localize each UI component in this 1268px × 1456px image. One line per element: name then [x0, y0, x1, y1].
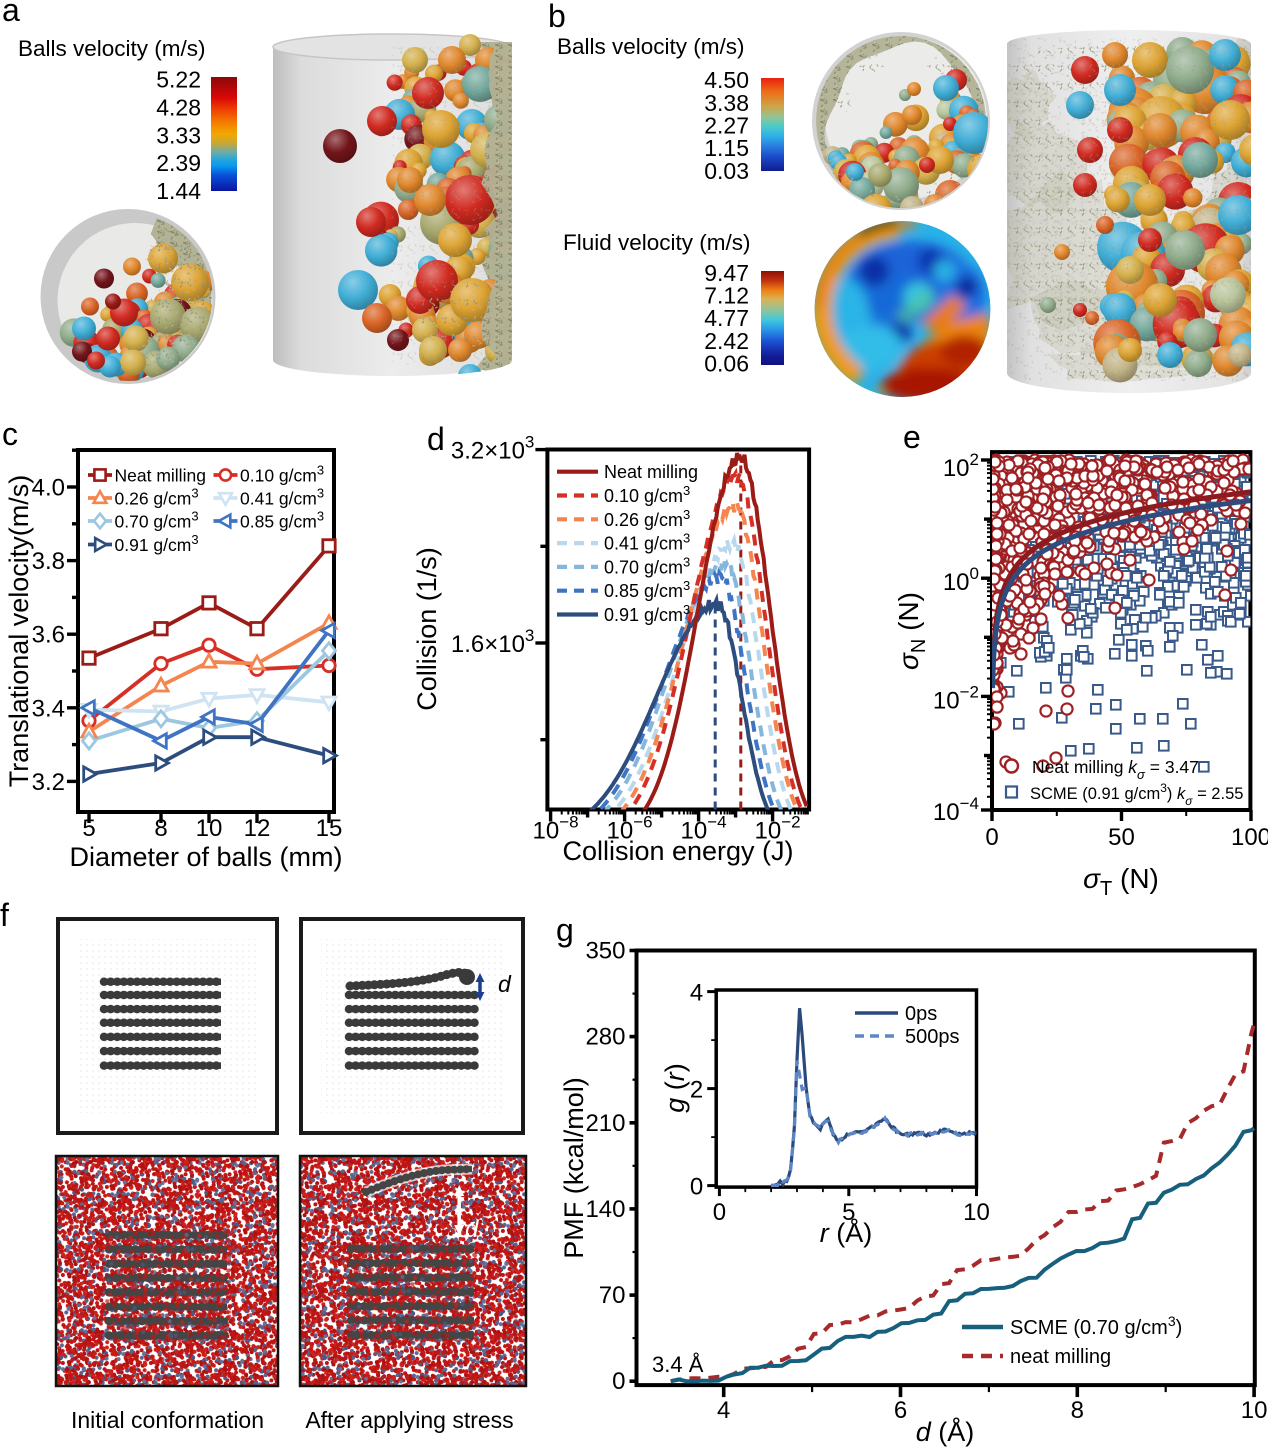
svg-text:d: d — [427, 421, 445, 457]
svg-text:70: 70 — [599, 1282, 626, 1309]
svg-text:5.22: 5.22 — [156, 67, 201, 93]
svg-text:0.26 g/cm3: 0.26 g/cm3 — [115, 486, 199, 509]
svg-text:d: d — [498, 971, 512, 997]
svg-text:d: d — [465, 1216, 479, 1243]
svg-text:0.91 g/cm3: 0.91 g/cm3 — [604, 602, 690, 625]
svg-text:Translational velocity(m/s): Translational velocity(m/s) — [4, 475, 34, 788]
svg-text:2.39: 2.39 — [156, 150, 201, 176]
svg-text:4: 4 — [717, 1397, 730, 1424]
svg-text:0.26 g/cm3: 0.26 g/cm3 — [604, 507, 690, 530]
svg-text:f: f — [0, 897, 9, 933]
svg-text:0.91 g/cm3: 0.91 g/cm3 — [115, 532, 199, 555]
svg-text:9.47: 9.47 — [704, 260, 749, 286]
svg-text:g: g — [556, 912, 574, 948]
svg-text:Neat milling: Neat milling — [604, 462, 698, 482]
svg-text:Fluid velocity (m/s): Fluid velocity (m/s) — [563, 230, 751, 255]
svg-text:10: 10 — [963, 1199, 990, 1226]
svg-text:d (Å): d (Å) — [916, 1416, 975, 1447]
svg-text:3.38: 3.38 — [704, 90, 749, 116]
svg-text:σN (N): σN (N) — [893, 592, 930, 670]
svg-text:0.41 g/cm3: 0.41 g/cm3 — [604, 531, 690, 554]
svg-text:4.28: 4.28 — [156, 94, 201, 120]
svg-text:10−2: 10−2 — [933, 682, 979, 714]
svg-text:3.4 Å: 3.4 Å — [652, 1352, 704, 1377]
svg-text:2: 2 — [690, 1077, 703, 1104]
svg-text:0ps: 0ps — [905, 1003, 937, 1025]
svg-text:4.50: 4.50 — [704, 67, 749, 93]
svg-text:4: 4 — [690, 980, 703, 1007]
svg-text:1.6×103: 1.6×103 — [451, 626, 535, 658]
svg-text:0.03: 0.03 — [704, 158, 749, 184]
svg-text:0.85 g/cm3: 0.85 g/cm3 — [240, 509, 324, 532]
svg-text:g (r): g (r) — [660, 1063, 690, 1113]
svg-text:Neat milling: Neat milling — [115, 466, 206, 486]
svg-text:7.12: 7.12 — [704, 283, 749, 309]
svg-text:0.70 g/cm3: 0.70 g/cm3 — [115, 509, 199, 532]
svg-text:3.4: 3.4 — [32, 695, 65, 722]
svg-text:0.10 g/cm3: 0.10 g/cm3 — [604, 483, 690, 506]
svg-text:c: c — [2, 416, 18, 452]
svg-text:0.85 g/cm3: 0.85 g/cm3 — [604, 578, 690, 601]
svg-text:0.10 g/cm3: 0.10 g/cm3 — [240, 463, 324, 486]
svg-text:0.41 g/cm3: 0.41 g/cm3 — [240, 486, 324, 509]
svg-text:8: 8 — [1071, 1397, 1084, 1424]
svg-text:After applying stress: After applying stress — [305, 1407, 513, 1433]
svg-text:350: 350 — [585, 938, 625, 965]
svg-text:4.0: 4.0 — [32, 475, 65, 502]
svg-text:1.44: 1.44 — [156, 178, 201, 204]
svg-text:SCME (0.70 g/cm3): SCME (0.70 g/cm3) — [1010, 1313, 1182, 1339]
svg-text:3.33: 3.33 — [156, 122, 201, 148]
svg-text:PMF (kcal/mol): PMF (kcal/mol) — [559, 1077, 589, 1259]
svg-text:neat milling: neat milling — [1010, 1346, 1111, 1368]
svg-text:3.2: 3.2 — [32, 769, 65, 796]
svg-text:1.15: 1.15 — [704, 135, 749, 161]
svg-text:8: 8 — [154, 815, 167, 842]
svg-text:b: b — [548, 0, 566, 34]
svg-text:0.70 g/cm3: 0.70 g/cm3 — [604, 554, 690, 577]
svg-text:2.27: 2.27 — [704, 113, 749, 139]
svg-text:Diameter of balls (mm): Diameter of balls (mm) — [69, 842, 342, 872]
svg-text:4.77: 4.77 — [704, 305, 749, 331]
svg-text:5: 5 — [842, 1199, 855, 1226]
svg-text:σT (N): σT (N) — [1083, 863, 1159, 900]
svg-text:500ps: 500ps — [905, 1026, 960, 1048]
svg-text:10−6: 10−6 — [607, 813, 653, 845]
svg-text:r (Å): r (Å) — [820, 1217, 873, 1248]
svg-text:210: 210 — [585, 1110, 625, 1137]
svg-text:2.42: 2.42 — [704, 328, 749, 354]
svg-text:0: 0 — [690, 1174, 703, 1201]
svg-text:a: a — [2, 0, 20, 28]
svg-text:0: 0 — [985, 824, 998, 851]
svg-text:280: 280 — [585, 1024, 625, 1051]
svg-text:e: e — [903, 419, 921, 455]
svg-text:Balls velocity (m/s): Balls velocity (m/s) — [18, 36, 206, 61]
svg-text:Balls velocity (m/s): Balls velocity (m/s) — [557, 34, 745, 59]
svg-text:0: 0 — [713, 1199, 726, 1226]
svg-text:0: 0 — [612, 1368, 625, 1395]
svg-text:3.8: 3.8 — [32, 548, 65, 575]
svg-text:Collision (1/s): Collision (1/s) — [412, 547, 442, 711]
svg-text:10: 10 — [1241, 1397, 1268, 1424]
svg-text:Initial conformation: Initial conformation — [71, 1407, 264, 1433]
svg-text:100: 100 — [1231, 824, 1268, 851]
svg-text:3.2×103: 3.2×103 — [451, 433, 535, 465]
svg-text:3.6: 3.6 — [32, 622, 65, 649]
svg-text:Collision energy (J): Collision energy (J) — [562, 836, 793, 866]
svg-text:0.06: 0.06 — [704, 350, 749, 376]
svg-text:140: 140 — [585, 1196, 625, 1223]
svg-text:5: 5 — [82, 815, 95, 842]
svg-text:6: 6 — [894, 1397, 907, 1424]
svg-text:50: 50 — [1108, 824, 1135, 851]
